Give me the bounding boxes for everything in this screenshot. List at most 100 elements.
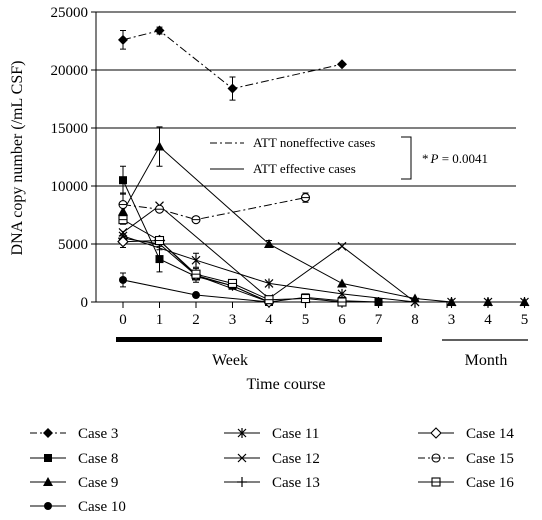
- x-tick-label: 5: [521, 312, 529, 328]
- series-case-3: [118, 25, 347, 101]
- data-point-marker: [119, 176, 127, 185]
- data-point-marker: [43, 477, 53, 486]
- data-point-marker: [337, 297, 347, 307]
- legend-item: Case 8: [30, 451, 118, 467]
- y-tick-label: 20000: [51, 63, 89, 79]
- legend-item: Case 10: [30, 499, 126, 515]
- data-point-marker: [447, 297, 456, 307]
- data-point-marker: [410, 297, 420, 307]
- legend-label: Case 9: [78, 475, 118, 491]
- x-tick-label: 3: [448, 312, 456, 328]
- legend-label: Case 8: [78, 451, 118, 467]
- y-tick-label: 15000: [51, 121, 89, 137]
- data-point-marker: [191, 269, 201, 279]
- data-point-marker: [44, 502, 52, 510]
- data-point-marker: [43, 428, 53, 438]
- data-point-marker: [431, 453, 441, 463]
- x-tick-label: 1: [156, 312, 164, 328]
- data-point-marker: [118, 34, 128, 45]
- p-value-annotation: * P = 0.0041: [422, 151, 488, 166]
- legend-label: Case 10: [78, 499, 126, 515]
- legend-item: Case 9: [30, 475, 118, 491]
- data-point-marker: [373, 297, 384, 307]
- data-point-marker: [264, 239, 274, 248]
- legend-label: Case 16: [466, 475, 514, 491]
- data-point-marker: [227, 83, 238, 94]
- data-point-marker: [520, 297, 529, 307]
- x-tick-label: 4: [265, 312, 273, 328]
- data-point-marker: [118, 227, 128, 237]
- data-point-marker: [154, 204, 165, 214]
- week-range-bar: [116, 337, 382, 342]
- legend-label: Case 11: [272, 426, 319, 442]
- data-point-marker: [300, 193, 311, 203]
- data-point-marker: [192, 291, 200, 300]
- month-group-label: Month: [465, 352, 508, 369]
- data-point-marker: [430, 427, 442, 439]
- x-tick-label: 2: [192, 312, 200, 328]
- effective-label: ATT effective cases: [253, 161, 356, 176]
- annotation-box: ATT noneffective cases ATT effective cas…: [210, 135, 488, 180]
- series-line: [122, 197, 306, 221]
- week-group-label: Week: [212, 352, 248, 369]
- x-tick-label: 3: [229, 312, 237, 328]
- series-case-15: [118, 192, 311, 225]
- data-point-marker: [264, 278, 274, 289]
- data-point-marker: [227, 278, 238, 288]
- data-point-marker: [483, 297, 493, 307]
- data-point-marker: [154, 141, 165, 151]
- data-point-marker: [237, 453, 247, 463]
- legend: Case 3 Case 8 Case 9 Case 10 Case 11 Case 12 C…: [30, 426, 514, 515]
- p-value: = 0.0041: [438, 151, 488, 166]
- data-point-marker: [44, 454, 52, 462]
- p-prefix: *: [422, 151, 429, 166]
- series-case-16: [118, 214, 347, 307]
- data-point-marker: [264, 295, 274, 305]
- x-tick-label: 5: [302, 312, 310, 328]
- data-point-marker: [337, 241, 347, 251]
- data-point-marker: [154, 25, 165, 36]
- data-point-marker: [337, 278, 347, 288]
- y-tick-label: 5000: [58, 237, 88, 253]
- data-point-marker: [337, 59, 347, 70]
- data-point-marker: [191, 215, 201, 225]
- data-point-marker: [119, 275, 127, 284]
- legend-item: Case 12: [224, 451, 320, 467]
- legend-item: Case 13: [224, 475, 320, 491]
- data-point-marker: [117, 235, 129, 248]
- y-tick-label: 25000: [51, 5, 89, 21]
- data-point-marker: [237, 428, 247, 438]
- x-axis-title: Time course: [247, 376, 326, 393]
- x-tick-label: 6: [338, 312, 346, 328]
- x-tick-label: 8: [411, 312, 419, 328]
- noneffective-label: ATT noneffective cases: [253, 135, 375, 150]
- data-point-marker: [431, 477, 441, 487]
- series-line: [122, 30, 343, 90]
- x-tick-label: 4: [484, 312, 492, 328]
- legend-item: Case 16: [418, 475, 514, 491]
- data-point-marker: [118, 215, 128, 225]
- data-point-marker: [191, 255, 201, 266]
- legend-label: Case 15: [466, 451, 514, 467]
- y-tick-label: 10000: [51, 179, 89, 195]
- p-symbol: P: [430, 151, 439, 166]
- data-point-marker: [155, 255, 164, 264]
- legend-item: Case 3: [30, 426, 118, 442]
- data-point-marker: [300, 293, 311, 304]
- annotation-bracket: [401, 136, 412, 180]
- legend-label: Case 14: [466, 426, 514, 442]
- legend-label: Case 12: [272, 451, 320, 467]
- data-point-marker: [237, 477, 247, 487]
- data-point-marker: [118, 200, 128, 210]
- legend-item: Case 14: [418, 426, 514, 442]
- legend-item: Case 15: [418, 451, 514, 467]
- x-tick-label: 7: [375, 312, 383, 328]
- series-line: [122, 237, 379, 303]
- data-point-marker: [154, 235, 165, 246]
- y-tick-label: 0: [81, 295, 89, 311]
- legend-item: Case 11: [224, 426, 319, 442]
- x-tick-label: 0: [119, 312, 127, 328]
- y-axis-title: DNA copy number (/mL CSF): [9, 61, 26, 256]
